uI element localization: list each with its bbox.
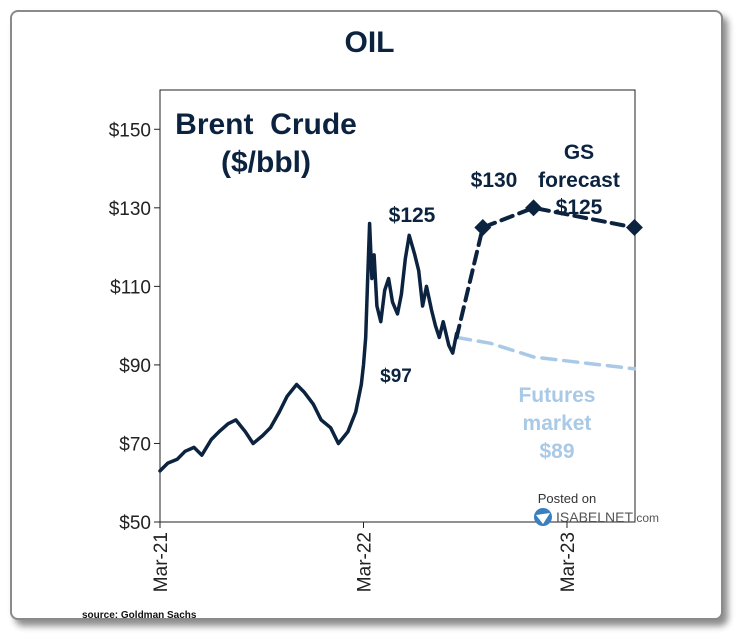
x-axis: Mar-21 Mar-22 Mar-23 bbox=[151, 522, 579, 592]
page-title: OIL bbox=[344, 26, 395, 59]
forecast-point-marker bbox=[525, 199, 543, 217]
futures-series-line bbox=[454, 335, 637, 371]
y-tick-label: $110 bbox=[110, 277, 151, 298]
watermark-brand-name: ISABELNET bbox=[556, 509, 633, 525]
chart-title: Brent Crude bbox=[175, 108, 357, 141]
futures-end-label: $89 bbox=[539, 440, 574, 463]
forecast-end-label: $125 bbox=[556, 196, 603, 219]
futures-text-market: market bbox=[523, 412, 592, 435]
y-tick-label: $130 bbox=[109, 199, 151, 220]
watermark-brand: ISABELNET.com bbox=[556, 509, 659, 525]
forecast-series-line bbox=[454, 205, 637, 340]
x-tick-label: Mar-21 bbox=[151, 532, 172, 592]
y-tick-label: $70 bbox=[119, 434, 151, 455]
y-tick-label: $50 bbox=[119, 513, 151, 534]
source-note: source: Goldman Sachs bbox=[82, 610, 197, 621]
x-tick-label: Mar-22 bbox=[354, 532, 375, 592]
y-tick-label: $150 bbox=[109, 120, 151, 141]
forecast-text-forecast: forecast bbox=[538, 169, 620, 192]
y-axis: $50 $70 $90 $110 $130 $150 bbox=[109, 120, 160, 534]
forecast-text-gs: GS bbox=[564, 141, 594, 164]
futures-text-futures: Futures bbox=[518, 384, 595, 407]
chart-subtitle: ($/bbl) bbox=[221, 146, 311, 179]
y-tick-label: $90 bbox=[119, 356, 151, 377]
start-value-label: $97 bbox=[380, 366, 412, 387]
forecast-peak-label: $130 bbox=[471, 169, 518, 192]
forecast-point-marker bbox=[625, 218, 643, 236]
forecast-point-marker bbox=[474, 218, 492, 236]
watermark-brand-suffix: .com bbox=[633, 511, 659, 525]
x-tick-label: Mar-23 bbox=[558, 532, 579, 592]
isabelnet-logo-icon bbox=[534, 508, 552, 526]
brent-series-line bbox=[158, 221, 459, 473]
series-layer bbox=[158, 205, 637, 473]
marker-layer bbox=[474, 199, 643, 236]
forecast-mid-label: $125 bbox=[389, 204, 436, 227]
watermark-posted-on: Posted on bbox=[538, 491, 597, 506]
